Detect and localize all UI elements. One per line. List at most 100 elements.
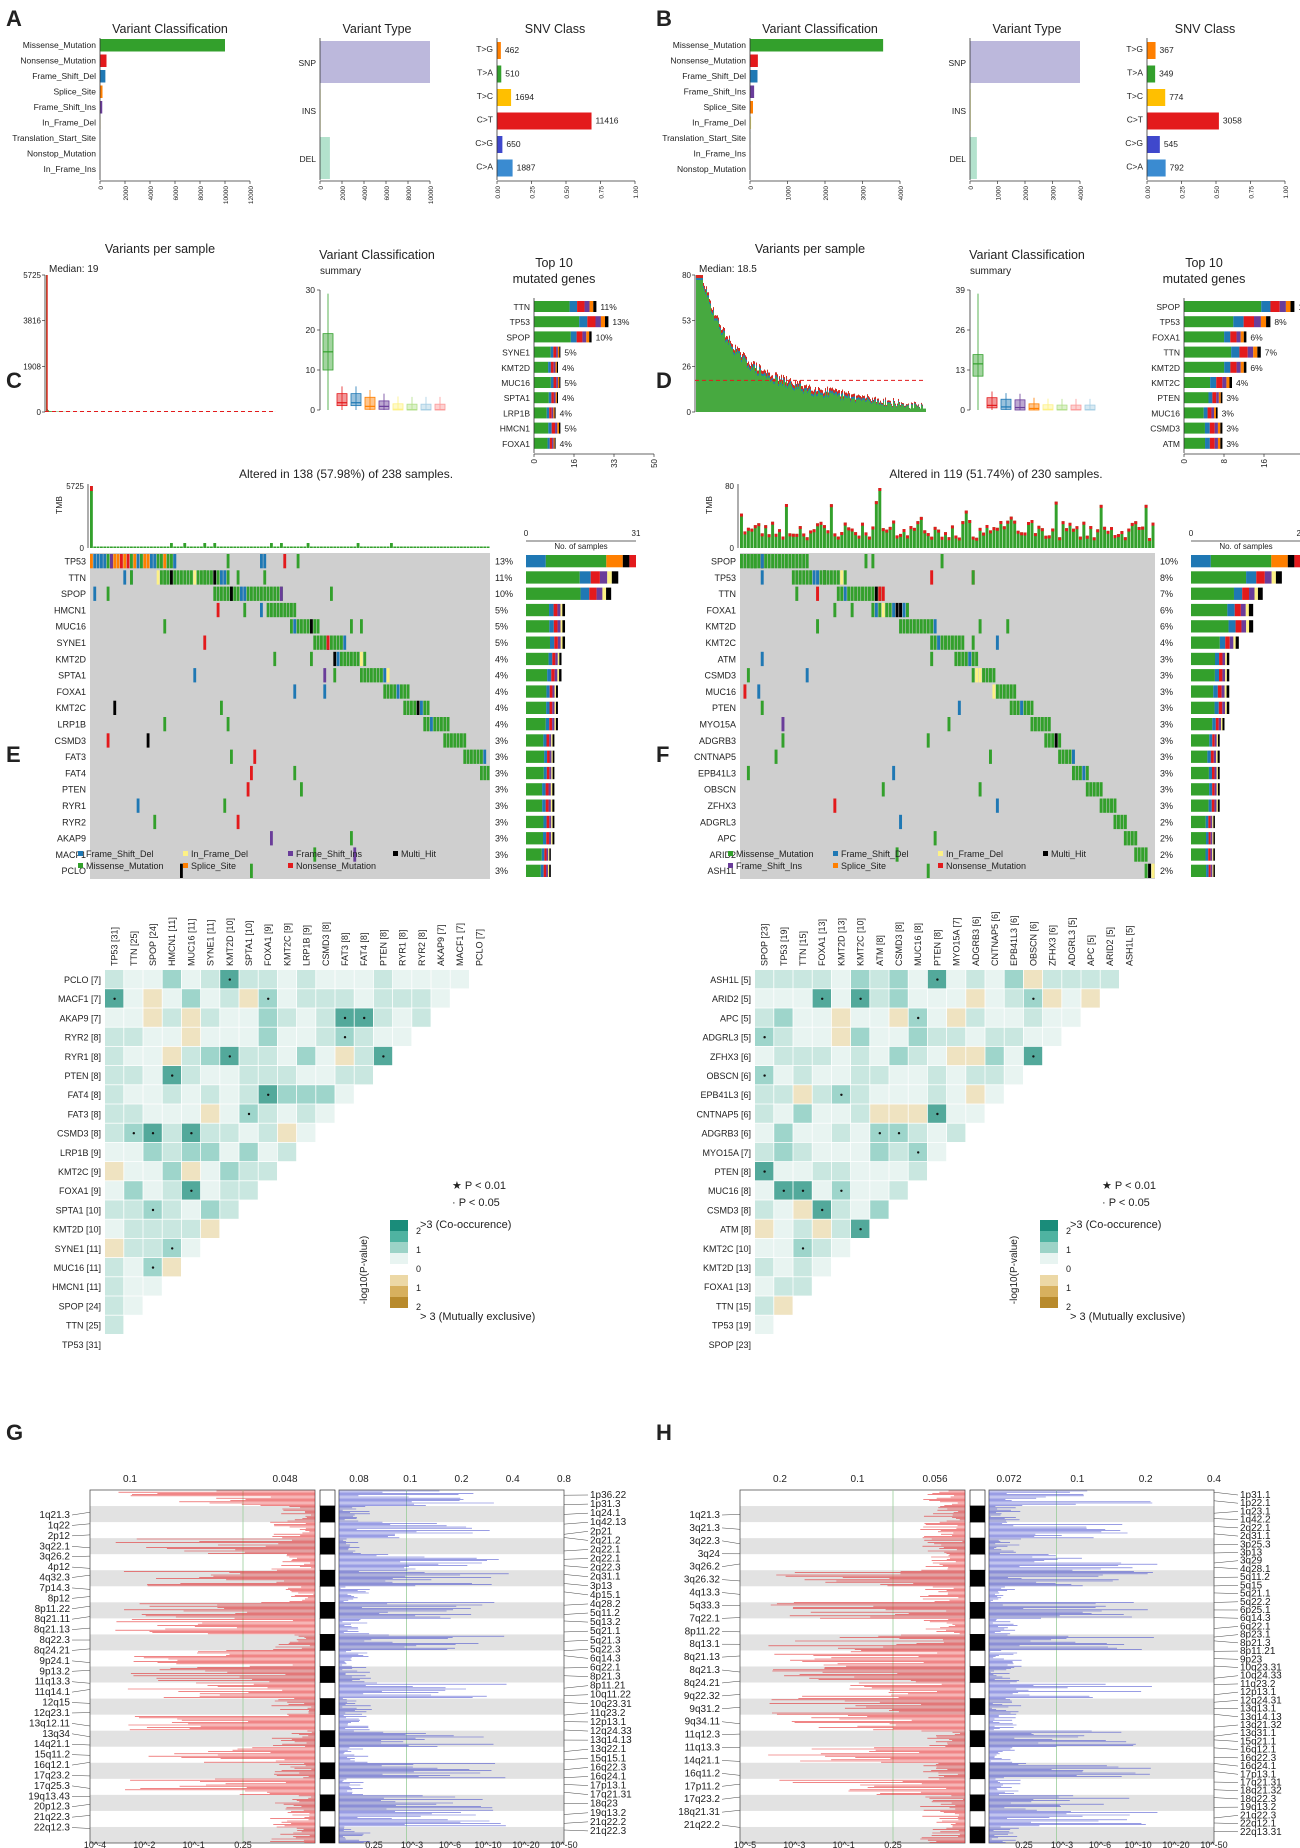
vps-bar-nonsense — [817, 390, 818, 394]
vps-bar-nonsense — [733, 349, 734, 353]
vps-bar-nonsense — [761, 370, 762, 374]
vps-bar-fsdel — [919, 407, 920, 409]
vps-bar-fsdel — [739, 351, 740, 354]
top10-gene-label: SPOP — [506, 332, 530, 342]
oncoplot-cell — [350, 651, 353, 667]
sample-bar-segment — [580, 587, 590, 600]
vps-bar — [745, 355, 746, 412]
vps-bar — [777, 374, 778, 412]
del-peak-label: 2p21 — [590, 1526, 613, 1537]
tmb-bar-nonsense — [864, 532, 868, 536]
del-peak-leader — [1213, 1560, 1239, 1564]
heatmap-row-label: SPOP [23] — [709, 1340, 751, 1350]
tmb-bar-nonsense — [937, 529, 941, 533]
top10-bar-segment — [1220, 437, 1223, 449]
vps-bar-nonsense — [770, 376, 771, 380]
vps-bar-fsdel — [898, 400, 899, 403]
vps-bar-fsdel — [891, 405, 892, 406]
tmb-bar — [1120, 531, 1124, 548]
tmb-bar-nonsense — [1016, 530, 1020, 534]
vc-bar — [750, 54, 758, 67]
sample-bar-segment — [1271, 571, 1276, 584]
sample-bar-segment — [1254, 587, 1258, 600]
oncoplot-cell — [93, 586, 97, 601]
tmb-bar-nonsense — [1141, 526, 1145, 530]
oncoplot-cell — [1047, 717, 1051, 732]
vt-tick-label: 4000 — [362, 186, 369, 201]
oncoplot-cell — [743, 554, 747, 569]
tmb-bar-nonsense — [899, 533, 903, 537]
vps-bar — [719, 324, 720, 412]
heatmap-cell — [793, 1277, 812, 1296]
vps-bar — [833, 389, 834, 412]
sample-bar-segment — [1217, 783, 1220, 796]
oncoplot-cell — [110, 554, 113, 569]
vps-bar-fsdel — [700, 278, 701, 280]
sample-bar-segment — [1216, 766, 1218, 780]
sample-bar-segment — [1234, 603, 1241, 617]
vps-bar-fsdel — [863, 398, 864, 401]
gistic-frame — [988, 1489, 1215, 1844]
top10-bar-segment — [1224, 331, 1231, 343]
vps-bar — [826, 391, 827, 412]
heatmap-cell — [966, 1046, 985, 1066]
heatmap-cell — [793, 1200, 812, 1219]
tmb-bar-nonsense — [812, 529, 816, 533]
oncoplot-cell — [850, 586, 854, 601]
vps-bar-nonsense — [852, 394, 853, 397]
tmb-bar-nonsense — [833, 533, 837, 537]
oncoplot-cell — [874, 602, 878, 618]
tmb-bar — [995, 527, 999, 548]
vc-bar — [100, 39, 225, 52]
heatmap-cell — [162, 1104, 181, 1123]
vps-bar — [843, 396, 844, 412]
del-peak-label: 18q21.32 — [1240, 1786, 1282, 1797]
heatmap-cell — [412, 970, 431, 989]
oncoplot-cell — [206, 570, 210, 585]
heatmap-cell — [966, 989, 985, 1008]
del-peak-leader — [563, 1574, 589, 1577]
heatmap-cell — [985, 1085, 1004, 1104]
oncoplot-cell — [293, 619, 297, 634]
heatmap-row-label: OBSCN [6] — [706, 1071, 751, 1081]
vps-bar — [827, 386, 828, 412]
vps-bar — [808, 386, 809, 412]
vcs-tick-label: 30 — [306, 285, 316, 295]
vps-bar — [870, 399, 871, 412]
tmb-bar-nonsense — [788, 533, 792, 537]
oncoplot-cell — [1065, 749, 1069, 764]
oncoplot-cell — [788, 554, 792, 569]
heatmap-row-label: KMT2C [9] — [58, 1167, 101, 1177]
tmb-bar — [220, 546, 223, 548]
vps-bar-nonsense — [838, 390, 839, 394]
sample-bar-segment — [553, 620, 558, 633]
snv-category-label: T>C — [477, 91, 493, 101]
tmb-bar — [975, 537, 979, 548]
heatmap-cell — [793, 1123, 812, 1142]
heatmap-sig-dot — [821, 997, 824, 1000]
tmb-bar-nonsense — [764, 525, 768, 529]
sample-bar-segment — [557, 620, 561, 633]
vps-title: Variants per sample — [755, 242, 865, 256]
vps-bar-fsdel — [838, 393, 839, 396]
tmb-bar — [373, 546, 377, 548]
vps-bar — [792, 383, 793, 412]
vps-bar-fsdel — [836, 392, 837, 395]
top10-bar-segment — [552, 437, 554, 449]
chromosome-block — [969, 1650, 986, 1667]
heatmap-cell — [124, 1162, 143, 1181]
del-peak-label: 13q13.1 — [1240, 1704, 1277, 1715]
oncoplot-cell — [106, 586, 110, 601]
tmb-bar — [1078, 536, 1082, 548]
sample-bar-segment — [1264, 571, 1272, 584]
tmb-bar — [885, 529, 889, 548]
top10-pct-label: 3% — [1222, 408, 1235, 418]
vps-bar-nonsense — [850, 398, 851, 401]
tmb-bar-nonsense — [999, 521, 1003, 525]
vps-bar-fsdel — [721, 333, 722, 336]
vps-bar-fsdel — [792, 386, 793, 389]
vps-bar-nonsense — [747, 363, 748, 367]
heatmap-cell — [181, 989, 201, 1008]
top10-gene-label: SPTA1 — [504, 393, 531, 403]
sample-bar-segment — [1205, 848, 1209, 861]
